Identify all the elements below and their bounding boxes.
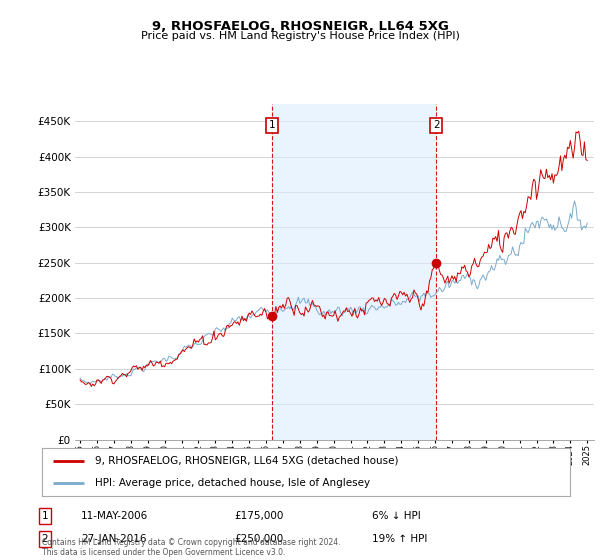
- Text: £250,000: £250,000: [234, 534, 283, 544]
- Text: 2: 2: [41, 534, 49, 544]
- Bar: [272, 104, 436, 440]
- Text: 2: 2: [433, 120, 440, 130]
- Text: Price paid vs. HM Land Registry's House Price Index (HPI): Price paid vs. HM Land Registry's House …: [140, 31, 460, 41]
- Text: 1: 1: [41, 511, 49, 521]
- Text: 6% ↓ HPI: 6% ↓ HPI: [372, 511, 421, 521]
- Text: 11-MAY-2006: 11-MAY-2006: [81, 511, 148, 521]
- Text: £175,000: £175,000: [234, 511, 283, 521]
- Text: 1: 1: [269, 120, 275, 130]
- Text: 9, RHOSFAELOG, RHOSNEIGR, LL64 5XG: 9, RHOSFAELOG, RHOSNEIGR, LL64 5XG: [152, 20, 448, 32]
- Text: Contains HM Land Registry data © Crown copyright and database right 2024.
This d: Contains HM Land Registry data © Crown c…: [42, 538, 341, 557]
- Text: HPI: Average price, detached house, Isle of Anglesey: HPI: Average price, detached house, Isle…: [95, 478, 370, 488]
- Text: 9, RHOSFAELOG, RHOSNEIGR, LL64 5XG (detached house): 9, RHOSFAELOG, RHOSNEIGR, LL64 5XG (deta…: [95, 456, 398, 466]
- Text: 27-JAN-2016: 27-JAN-2016: [81, 534, 146, 544]
- Text: 19% ↑ HPI: 19% ↑ HPI: [372, 534, 427, 544]
